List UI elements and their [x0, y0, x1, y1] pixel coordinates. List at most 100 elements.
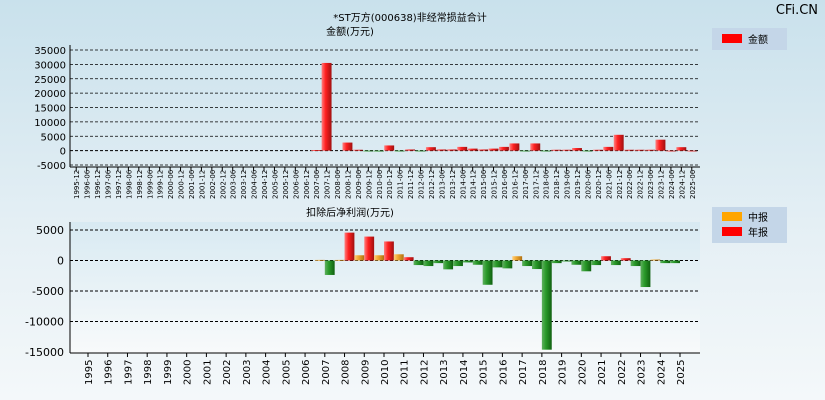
bar-interim: [453, 260, 463, 267]
y-tick-label: 0: [57, 255, 64, 268]
bar: [405, 149, 416, 151]
x-tick-label: 2000-06: [167, 169, 175, 199]
x-tick-label: 1995-12: [73, 170, 81, 199]
x-tick-label: 2000-12: [178, 170, 186, 199]
bar: [394, 150, 405, 152]
bar-annual: [522, 260, 532, 267]
bar: [457, 146, 468, 151]
x-tick-label: 2022: [617, 360, 628, 385]
x-tick-label: 2010-12: [386, 170, 394, 199]
x-tick-label: 1998: [143, 360, 154, 385]
x-tick-label: 2010: [380, 360, 391, 385]
bar-annual: [364, 236, 375, 261]
x-tick-label: 1995: [84, 360, 95, 385]
x-tick-label: 2020-06: [584, 169, 592, 199]
legend-label: 中报: [748, 211, 768, 224]
x-tick-label: 2024-12: [678, 170, 686, 199]
bar-interim: [670, 260, 680, 264]
x-tick-label: 2003-12: [240, 170, 248, 199]
x-tick-label: 1996-12: [94, 170, 102, 199]
y-tick-label: 5000: [41, 132, 66, 143]
x-tick-label: 2007-12: [324, 170, 332, 199]
bar-annual: [324, 260, 335, 275]
y-tick-label: 30000: [34, 60, 66, 71]
bar: [498, 146, 509, 151]
x-tick-label: 2004-12: [261, 170, 269, 199]
bar: [655, 139, 666, 151]
x-tick-label: 1996-06: [84, 169, 92, 199]
bar: [478, 149, 489, 151]
x-tick-label: 2011-06: [397, 169, 405, 199]
x-tick-label: 2016-12: [511, 170, 519, 199]
y-tick-label: 35000: [34, 46, 66, 57]
bar: [342, 142, 353, 151]
x-tick-label: 2015-12: [491, 170, 499, 199]
bar-interim: [630, 260, 641, 267]
x-tick-label: 2012: [419, 360, 430, 385]
x-tick-label: 1999-06: [146, 169, 154, 199]
x-tick-label: 2017-06: [522, 169, 530, 199]
bar-annual: [423, 260, 434, 267]
bar: [603, 146, 614, 151]
bar: [519, 150, 530, 152]
y-tick-label: -5000: [32, 285, 64, 298]
x-tick-label: 2013: [439, 360, 450, 385]
bar: [446, 149, 457, 151]
bar-interim: [314, 259, 325, 261]
x-tick-label: 2022-06: [626, 169, 634, 199]
x-tick-label: 1997-06: [105, 169, 113, 199]
bar: [530, 143, 541, 151]
bar-annual: [620, 258, 631, 261]
bar-annual: [660, 260, 671, 264]
bar-annual: [601, 256, 611, 261]
bar-interim: [413, 260, 424, 266]
x-tick-label: 2008-12: [344, 170, 352, 199]
x-tick-label: 2000: [183, 360, 194, 385]
bar: [363, 150, 374, 152]
bar-interim: [571, 260, 582, 265]
x-tick-label: 2008: [341, 360, 352, 385]
x-tick-label: 2019-06: [564, 169, 572, 199]
bar-annual: [384, 241, 394, 261]
bar: [415, 150, 426, 152]
bar: [384, 145, 395, 151]
bar: [624, 149, 635, 151]
x-tick-label: 2019: [558, 360, 569, 385]
chart-title: *ST万方(000638)非经常损益合计: [333, 11, 486, 24]
x-tick-label: 2018-12: [553, 170, 561, 199]
x-tick-label: 2019-12: [574, 170, 582, 199]
bar-interim: [532, 260, 542, 270]
x-tick-label: 2020: [577, 360, 588, 385]
bar-interim: [512, 256, 523, 261]
y-tick-label: 5000: [36, 224, 64, 237]
x-tick-label: 2006: [301, 360, 312, 385]
bar-interim: [393, 254, 404, 261]
bar-annual: [344, 232, 355, 261]
bar-annual: [462, 260, 473, 263]
bar: [488, 148, 499, 151]
x-tick-label: 2007: [321, 360, 332, 385]
y-tick-label: -15000: [25, 346, 64, 359]
y-tick-label: 10000: [34, 118, 66, 129]
x-tick-label: 2013-12: [449, 170, 457, 199]
watermark: CFi.CN: [776, 3, 818, 18]
x-tick-label: 2015: [479, 360, 490, 385]
legend-swatch: [722, 227, 742, 236]
bar: [634, 149, 645, 151]
x-tick-label: 2004-06: [251, 169, 259, 199]
bar: [311, 150, 322, 151]
chart-title: 扣除后净利润(万元): [306, 206, 394, 219]
x-tick-label: 2021-06: [605, 169, 613, 199]
bar-interim: [591, 260, 602, 266]
x-tick-label: 2002-06: [209, 169, 217, 199]
x-tick-label: 1999: [163, 360, 174, 385]
bar-interim: [433, 260, 444, 264]
bar: [645, 149, 655, 151]
x-tick-label: 2014: [459, 360, 470, 385]
legend-swatch: [722, 212, 742, 221]
x-tick-label: 1999-12: [157, 170, 165, 199]
x-tick-label: 2017-12: [532, 170, 540, 199]
x-tick-label: 2001-12: [198, 170, 206, 199]
bar-annual: [502, 260, 513, 269]
legend-swatch: [722, 34, 742, 43]
